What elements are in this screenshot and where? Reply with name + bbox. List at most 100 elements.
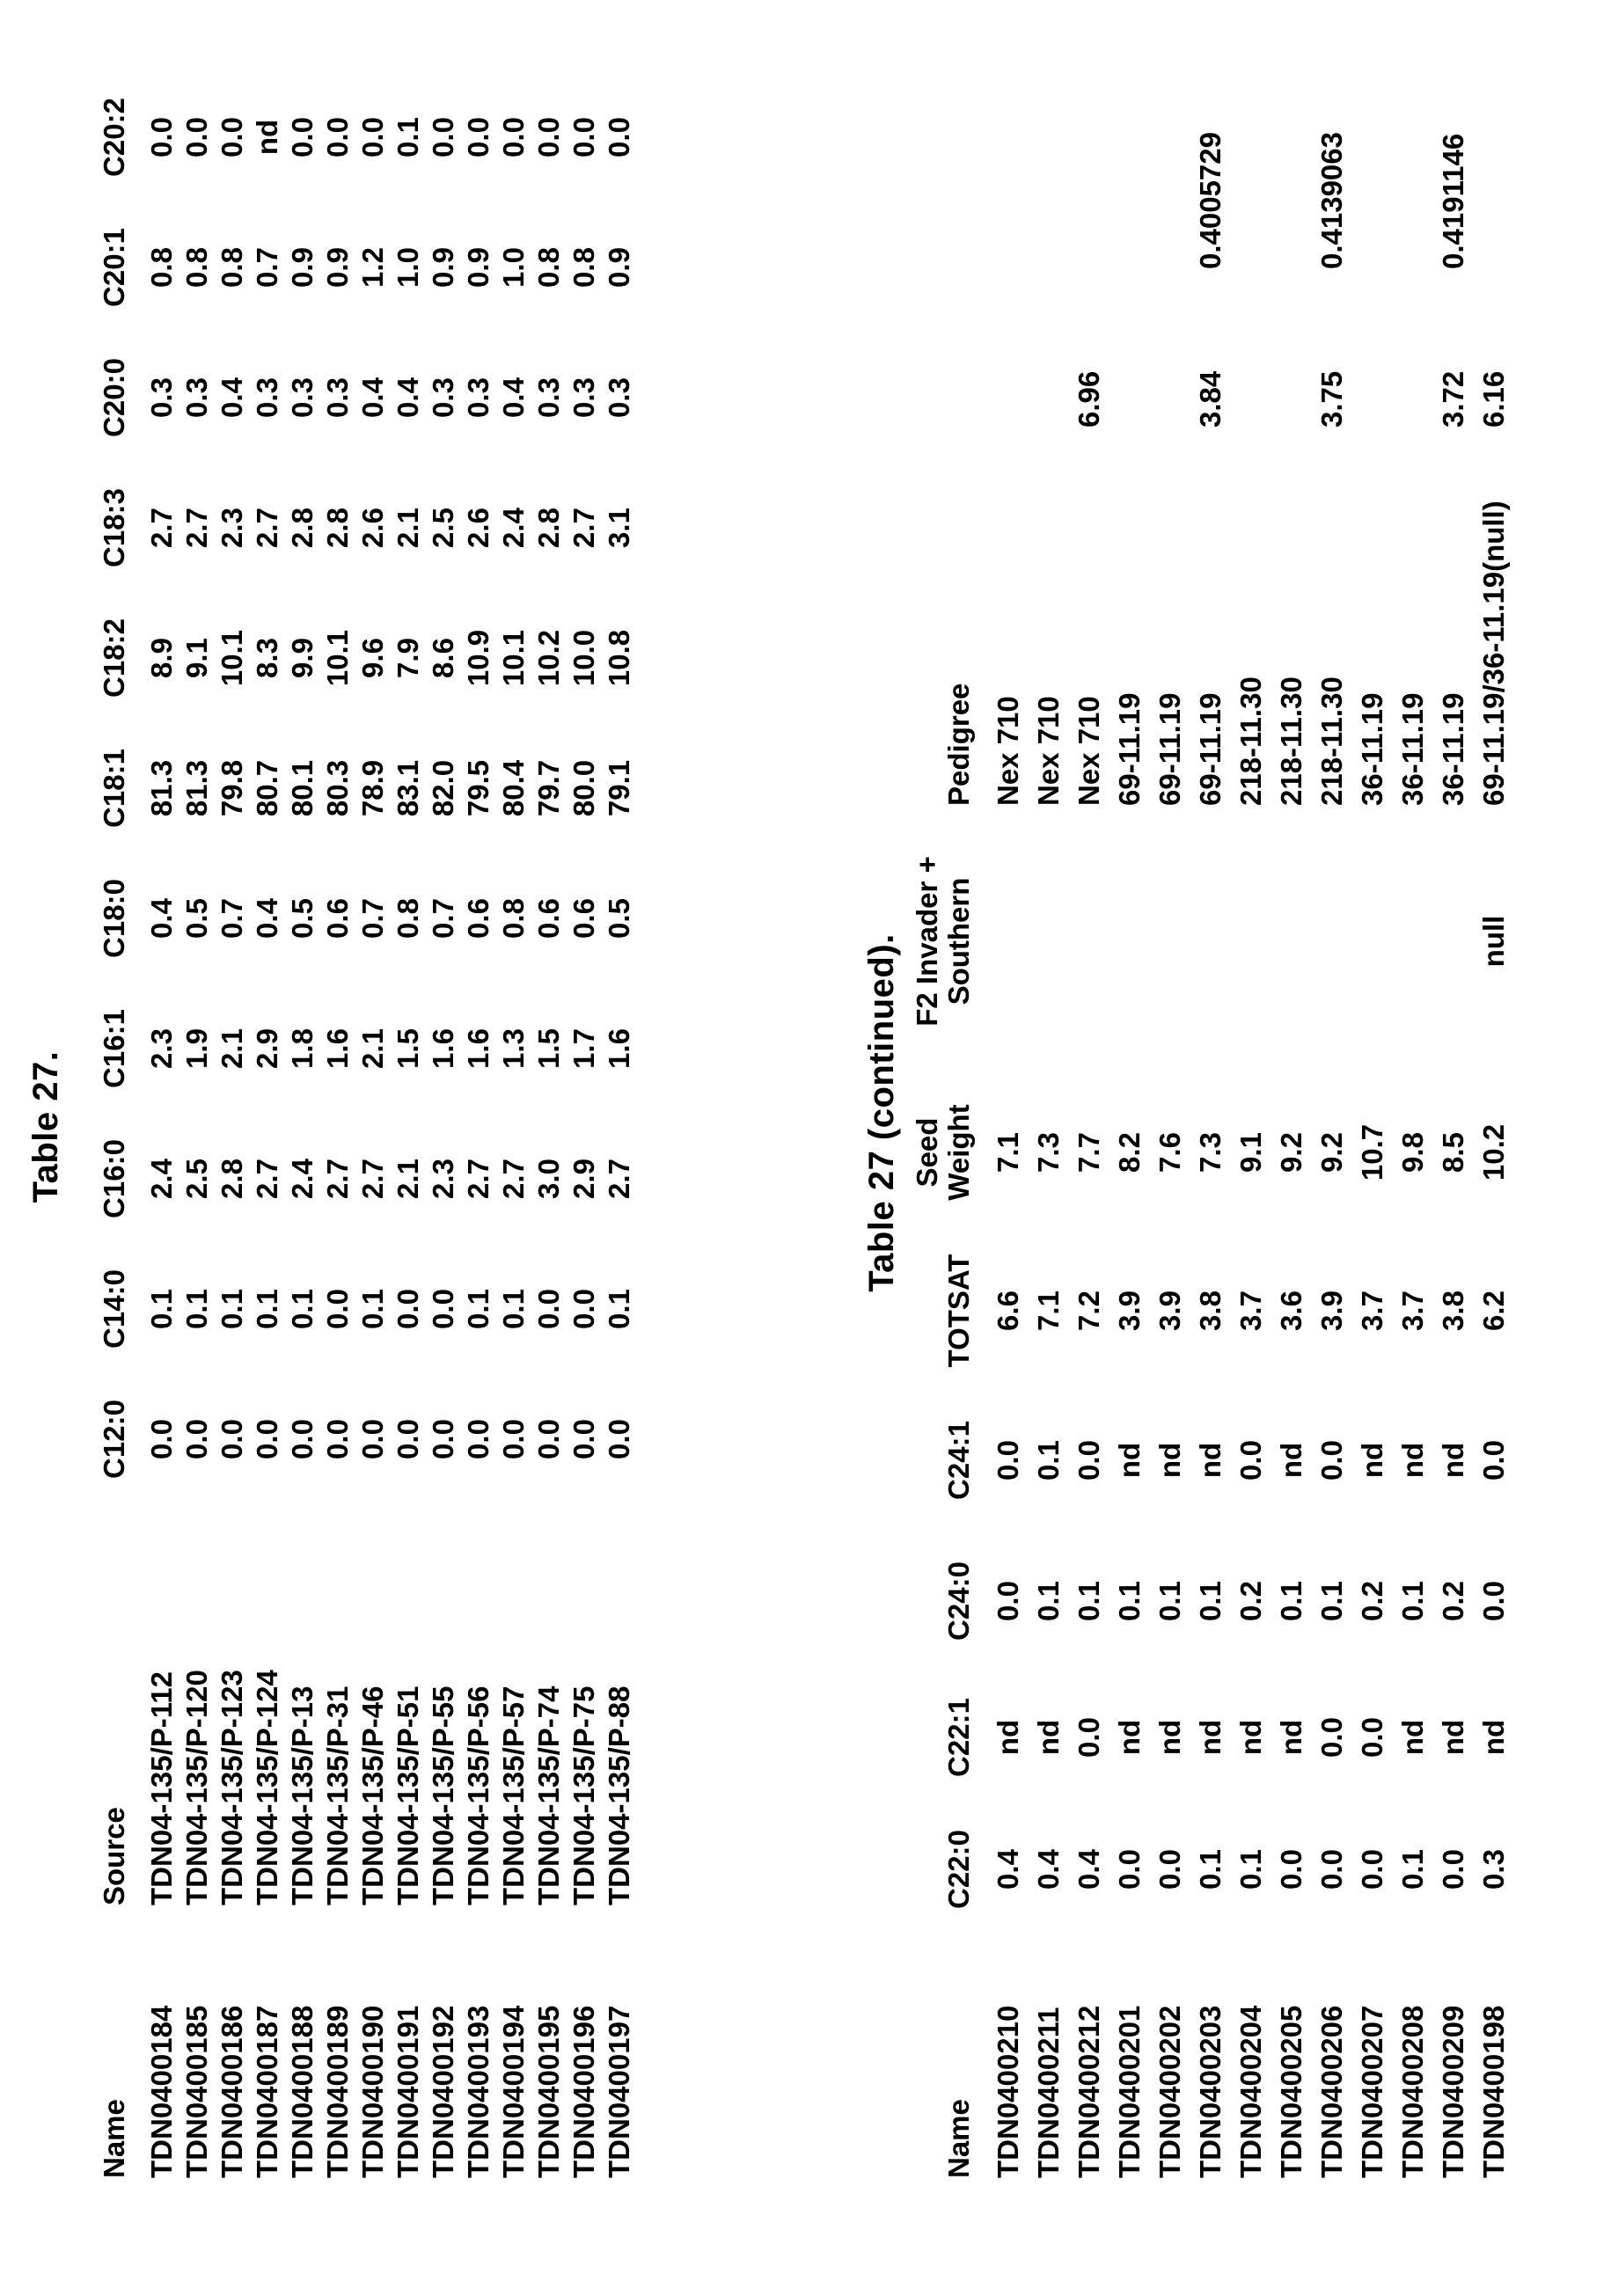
table-cell: 0.1 (1396, 1849, 1430, 1890)
table-cell: 7.2 (1073, 1291, 1106, 1331)
table2-header: Name C22:0 C22:1 C24:0 C24:1 TOTSAT Seed Weigh… (911, 44, 988, 2182)
fatty-acid-profile-table-continued: Name C22:0 C22:1 C24:0 C24:1 TOTSAT Seed Weigh… (911, 44, 1514, 2182)
table-cell: 0.9 (461, 247, 494, 288)
table-cell: 0.0 (285, 1419, 319, 1459)
table-cell: 0.1 (602, 1289, 635, 1329)
table-cell: 2.7 (250, 1159, 283, 1199)
table-cell: 79.1 (602, 759, 635, 817)
table-cell: 0.0 (992, 1581, 1025, 1621)
table-row: TDN0400193 TDN04-135/P-56 0.0 0.1 2.7 1.6 0.6 7… (461, 72, 496, 2182)
table-cell: 0.1 (179, 1289, 213, 1329)
table-cell: 3.7 (1356, 1291, 1389, 1331)
table-cell: nd (1113, 1719, 1146, 1756)
table-cell: 0.0 (602, 117, 635, 157)
table-cell: 8.3 (250, 638, 283, 678)
table-cell: 0.0 (1356, 1849, 1389, 1890)
table-cell: 6.6 (992, 1291, 1025, 1331)
table-row: TDN0400197 TDN04-135/P-88 0.0 0.1 2.7 1.6 0.5 7… (602, 72, 637, 2182)
table-row: TDN0400187 TDN04-135/P-124 0.0 0.1 2.7 2.9 0.4… (250, 72, 285, 2182)
table-cell: 0.4 (144, 898, 178, 939)
table-cell: nd (1275, 1719, 1308, 1756)
table-cell: TDN0400209 (1437, 2005, 1470, 2178)
table-cell: 0.0 (531, 1289, 565, 1329)
table-cell (1433, 809, 1474, 1073)
table-cell: 1.6 (426, 1028, 459, 1069)
table-cell (988, 809, 1029, 1073)
table-cell (1029, 44, 1069, 273)
table-cell: 80.4 (496, 759, 530, 817)
table-cell: 0.0 (1315, 1440, 1349, 1481)
table-row: TDN0400188 TDN04-135/P-13 0.0 0.1 2.4 1.8 0.5 8… (285, 72, 320, 2182)
table-cell: 2.8 (320, 508, 354, 548)
table-cell: 0.2 (1234, 1581, 1268, 1621)
table-cell: 2.7 (461, 1159, 494, 1199)
table-cell: 0.3 (602, 377, 635, 418)
table1-caption: Table 27. (26, 1050, 65, 1203)
table-cell: TDN0400189 (320, 2005, 354, 2178)
table-cell: 0.3 (1477, 1849, 1511, 1890)
table-cell: TDN04-135/P-120 (179, 1670, 213, 1905)
table-cell: 0.5 (285, 898, 319, 939)
table-cell: 0.1 (1234, 1849, 1268, 1890)
table-row: TDN0400186 TDN04-135/P-123 0.0 0.1 2.8 2.1 0.7… (215, 72, 250, 2182)
table-cell: 0.5 (179, 898, 213, 939)
table-cell: nd (1032, 1719, 1065, 1756)
table-cell (988, 273, 1029, 431)
table-cell (1029, 809, 1069, 1073)
table-cell: 0.0 (179, 1419, 213, 1459)
table-cell (1474, 44, 1514, 273)
column-header: C24:1 (941, 1421, 975, 1500)
table-cell: 36-11.19 (1396, 692, 1430, 806)
column-header: C18:0 (98, 879, 130, 958)
table-cell: TDN0400210 (992, 2005, 1025, 2178)
table-cell: 0.1 (1275, 1581, 1308, 1621)
fatty-acid-profile-table: Name Source C12:0 C14:0 C16:0 C16:1 C18:0 C18:1… (98, 72, 637, 2182)
table-row: TDN0400198 0.3 nd 0.0 0.0 6.2 10.2 null 69-11.19… (1474, 44, 1514, 2182)
table-cell: 1.0 (391, 247, 424, 288)
table-cell: 0.8 (567, 247, 600, 288)
column-header: Name (98, 2099, 130, 2178)
table-cell: 10.7 (1356, 1123, 1389, 1181)
table-cell: 0.0 (320, 1419, 354, 1459)
table-cell: TDN04-135/P-74 (531, 1685, 565, 1905)
table-cell: 2.7 (320, 1159, 354, 1199)
table-cell: Nex 710 (1073, 696, 1106, 806)
table-cell: 0.0 (1073, 1717, 1106, 1758)
table-cell: 0.4 (1073, 1849, 1106, 1890)
column-header: Pedigree (941, 683, 975, 806)
table-cell: 8.9 (144, 638, 178, 678)
column-header: Source (98, 1807, 130, 1905)
table-cell: 8.2 (1113, 1132, 1146, 1173)
table-cell: 0.6 (567, 898, 600, 939)
table-row: TDN0400210 0.4 nd 0.0 0.0 6.6 7.1 Nex 710 (988, 44, 1029, 2182)
table-cell: TDN04-135/P-55 (426, 1685, 459, 1905)
table-cell: 0.0 (496, 117, 530, 157)
table-cell: 0.0 (1234, 1440, 1268, 1481)
table-cell: TDN0400191 (391, 2005, 424, 2178)
table-cell: 7.1 (1032, 1291, 1065, 1331)
table-row: TDN0400204 0.1 nd 0.2 0.0 3.7 9.1 218-11.30 (1231, 44, 1271, 2182)
table-cell: 2.5 (426, 508, 459, 548)
table-cell (1271, 809, 1312, 1073)
table-cell: nd (250, 119, 283, 156)
table-cell: 0.0 (1153, 1849, 1187, 1890)
table-cell: 0.1 (285, 1289, 319, 1329)
table-cell: 2.3 (426, 1159, 459, 1199)
table-cell: TDN0400204 (1234, 2005, 1268, 2178)
table-cell: 9.6 (355, 638, 389, 678)
table-cell (1150, 273, 1190, 431)
table-cell: 9.2 (1275, 1132, 1308, 1173)
column-header: Name (941, 2099, 975, 2178)
table-cell: 10.2 (1477, 1123, 1511, 1181)
table-cell: 7.1 (992, 1132, 1025, 1173)
table-cell: 82.0 (426, 759, 459, 817)
table-cell: 0.4139063 (1315, 132, 1349, 269)
table-cell: 0.0 (602, 1419, 635, 1459)
table-cell: TDN0400187 (250, 2005, 283, 2178)
table-cell (1352, 273, 1393, 431)
table-cell: 2.1 (391, 508, 424, 548)
table-cell: 0.0 (250, 1419, 283, 1459)
table-row: TDN0400212 0.4 0.0 0.1 0.0 7.2 7.7 Nex 710 6.96 (1069, 44, 1109, 2182)
table-cell: 0.3 (426, 377, 459, 418)
